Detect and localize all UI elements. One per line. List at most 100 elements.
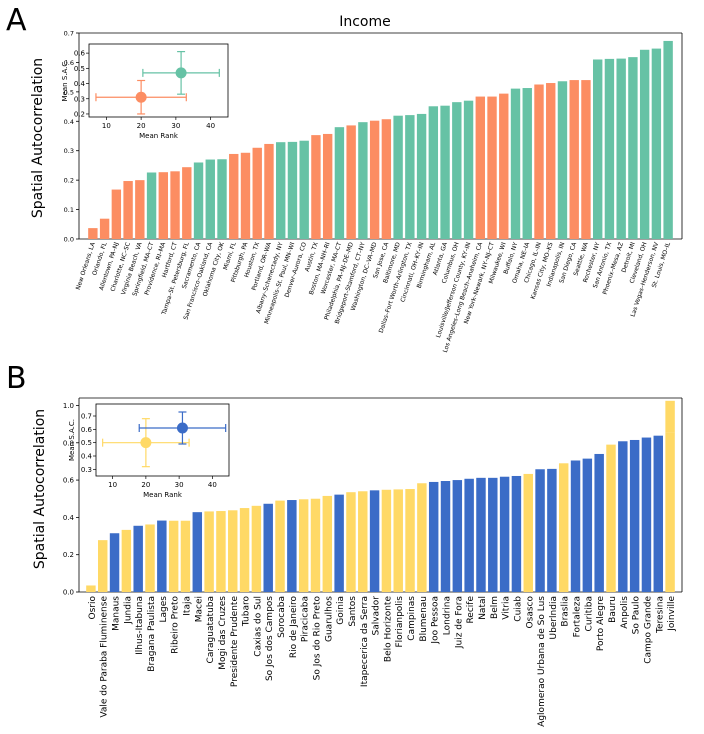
bar <box>157 520 167 592</box>
x-tick-label: Natal <box>478 596 488 620</box>
x-tick-label: Braslia <box>561 596 571 627</box>
bar <box>193 162 204 239</box>
bar <box>287 500 297 592</box>
bar <box>346 125 356 239</box>
bar <box>263 503 273 592</box>
x-tick-label: Osrio <box>88 596 98 620</box>
inset-x-tick-label: 10 <box>102 122 111 130</box>
bar <box>229 153 239 239</box>
bar <box>547 468 557 592</box>
bar <box>487 96 497 240</box>
x-tick-label: Belm <box>490 596 500 619</box>
y-tick-label: 0.1 <box>64 206 74 214</box>
x-tick-label: Cuiab <box>513 596 523 622</box>
inset-y-tick-label: 0.4 <box>81 453 93 461</box>
y-tick-label: 0.3 <box>64 147 74 155</box>
x-tick-label: Caraguatatuba <box>206 596 216 663</box>
inset-y-axis-label: Mean S.A.C. <box>61 60 69 102</box>
inset-x-tick-label: 30 <box>171 122 180 130</box>
y-tick-label: 0.2 <box>64 177 74 185</box>
bar <box>629 439 640 592</box>
bar <box>145 524 155 592</box>
inset-b: 10 20 30 40 0.3 0.4 0.5 0.6 0.7 Mean Rank Mean S.A… <box>68 403 230 499</box>
bar <box>276 142 286 239</box>
bar <box>346 492 356 592</box>
bar <box>592 59 603 239</box>
y-tick-label: 0.6 <box>63 477 75 485</box>
inset-y-tick-label: 0.6 <box>81 426 93 434</box>
bar <box>311 135 321 239</box>
bar <box>558 463 569 592</box>
y-tick-label: 0.4 <box>64 118 74 126</box>
x-tick-label: Bragana Paulista <box>147 596 157 672</box>
inset-x-tick-label: 40 <box>206 122 215 130</box>
inset-y-tick-label: 0.5 <box>81 439 92 447</box>
bar <box>665 432 675 592</box>
x-tick-label: Manaus <box>112 596 122 631</box>
bar <box>299 140 309 239</box>
bar <box>594 453 604 592</box>
bar <box>334 127 345 239</box>
bar <box>205 159 215 239</box>
bar <box>86 585 96 592</box>
y-axis-label-a: Spatial Autocorrelation <box>30 58 46 218</box>
inset-x-tick-label: 30 <box>175 481 184 489</box>
x-tick-label: Jundia <box>123 596 133 625</box>
bar <box>546 83 556 240</box>
x-tick-label: Anpolis <box>620 596 630 629</box>
x-tick-label: Sorocaba <box>277 596 287 638</box>
x-tick-label: So Paulo <box>632 596 642 635</box>
bar <box>251 505 262 592</box>
y-tick-label: 1.0 <box>63 402 74 410</box>
bar <box>618 441 628 592</box>
x-tick-label: Tubaro <box>242 596 252 628</box>
y-axis-label-b: Spatial Autocorrelation <box>32 409 48 569</box>
inset-y-tick-label: 0.3 <box>81 466 92 474</box>
inset-x-tick-label: 20 <box>141 481 150 489</box>
bar <box>123 181 133 239</box>
inset-frame <box>95 403 230 477</box>
bar <box>180 520 191 592</box>
x-tick-label: Joo Pessoa <box>431 596 441 645</box>
bar <box>510 88 521 240</box>
bar <box>310 498 321 592</box>
bar <box>252 147 262 239</box>
x-tick-label: Uberlndia <box>549 596 559 639</box>
x-tick-label: Teresina <box>655 596 665 634</box>
bar <box>663 40 673 240</box>
bar <box>111 189 122 239</box>
bar <box>264 143 274 239</box>
x-tick-label: Osasco <box>525 596 535 629</box>
panel-a: A Income Spatial Autocorrelation 0.0 0.1 0… <box>6 3 683 354</box>
x-tick-label: Recife <box>466 596 476 624</box>
bar <box>628 57 638 240</box>
bar <box>641 437 652 592</box>
bar <box>393 489 403 592</box>
bar <box>109 533 120 592</box>
bar <box>570 460 581 592</box>
bar <box>121 529 132 592</box>
inset-y-tick-label: 0.6 <box>74 50 86 58</box>
chart-title-a: Income <box>339 14 391 30</box>
x-tick-label: Mogi das Cruzes <box>218 596 228 670</box>
y-tick-label: 0.8 <box>63 439 74 447</box>
bar <box>216 511 226 592</box>
x-tick-label: Blumenau <box>419 596 429 642</box>
x-tick-label: Vitria <box>502 596 512 620</box>
bar <box>569 80 579 239</box>
x-tick-label: Santos <box>348 596 358 627</box>
bar <box>275 500 285 592</box>
bar <box>381 119 392 239</box>
x-tick-label: Presidente Prudente <box>230 596 240 688</box>
y-tick-label: 0.2 <box>63 551 74 559</box>
bar <box>182 167 192 239</box>
panel-label-b: B <box>6 361 27 396</box>
x-tick-label: Juiz de Fora <box>454 596 464 649</box>
bar <box>499 476 510 592</box>
bar <box>488 477 498 592</box>
bar <box>511 475 522 592</box>
bar <box>358 491 368 592</box>
bar <box>168 520 179 592</box>
bar <box>651 48 662 240</box>
